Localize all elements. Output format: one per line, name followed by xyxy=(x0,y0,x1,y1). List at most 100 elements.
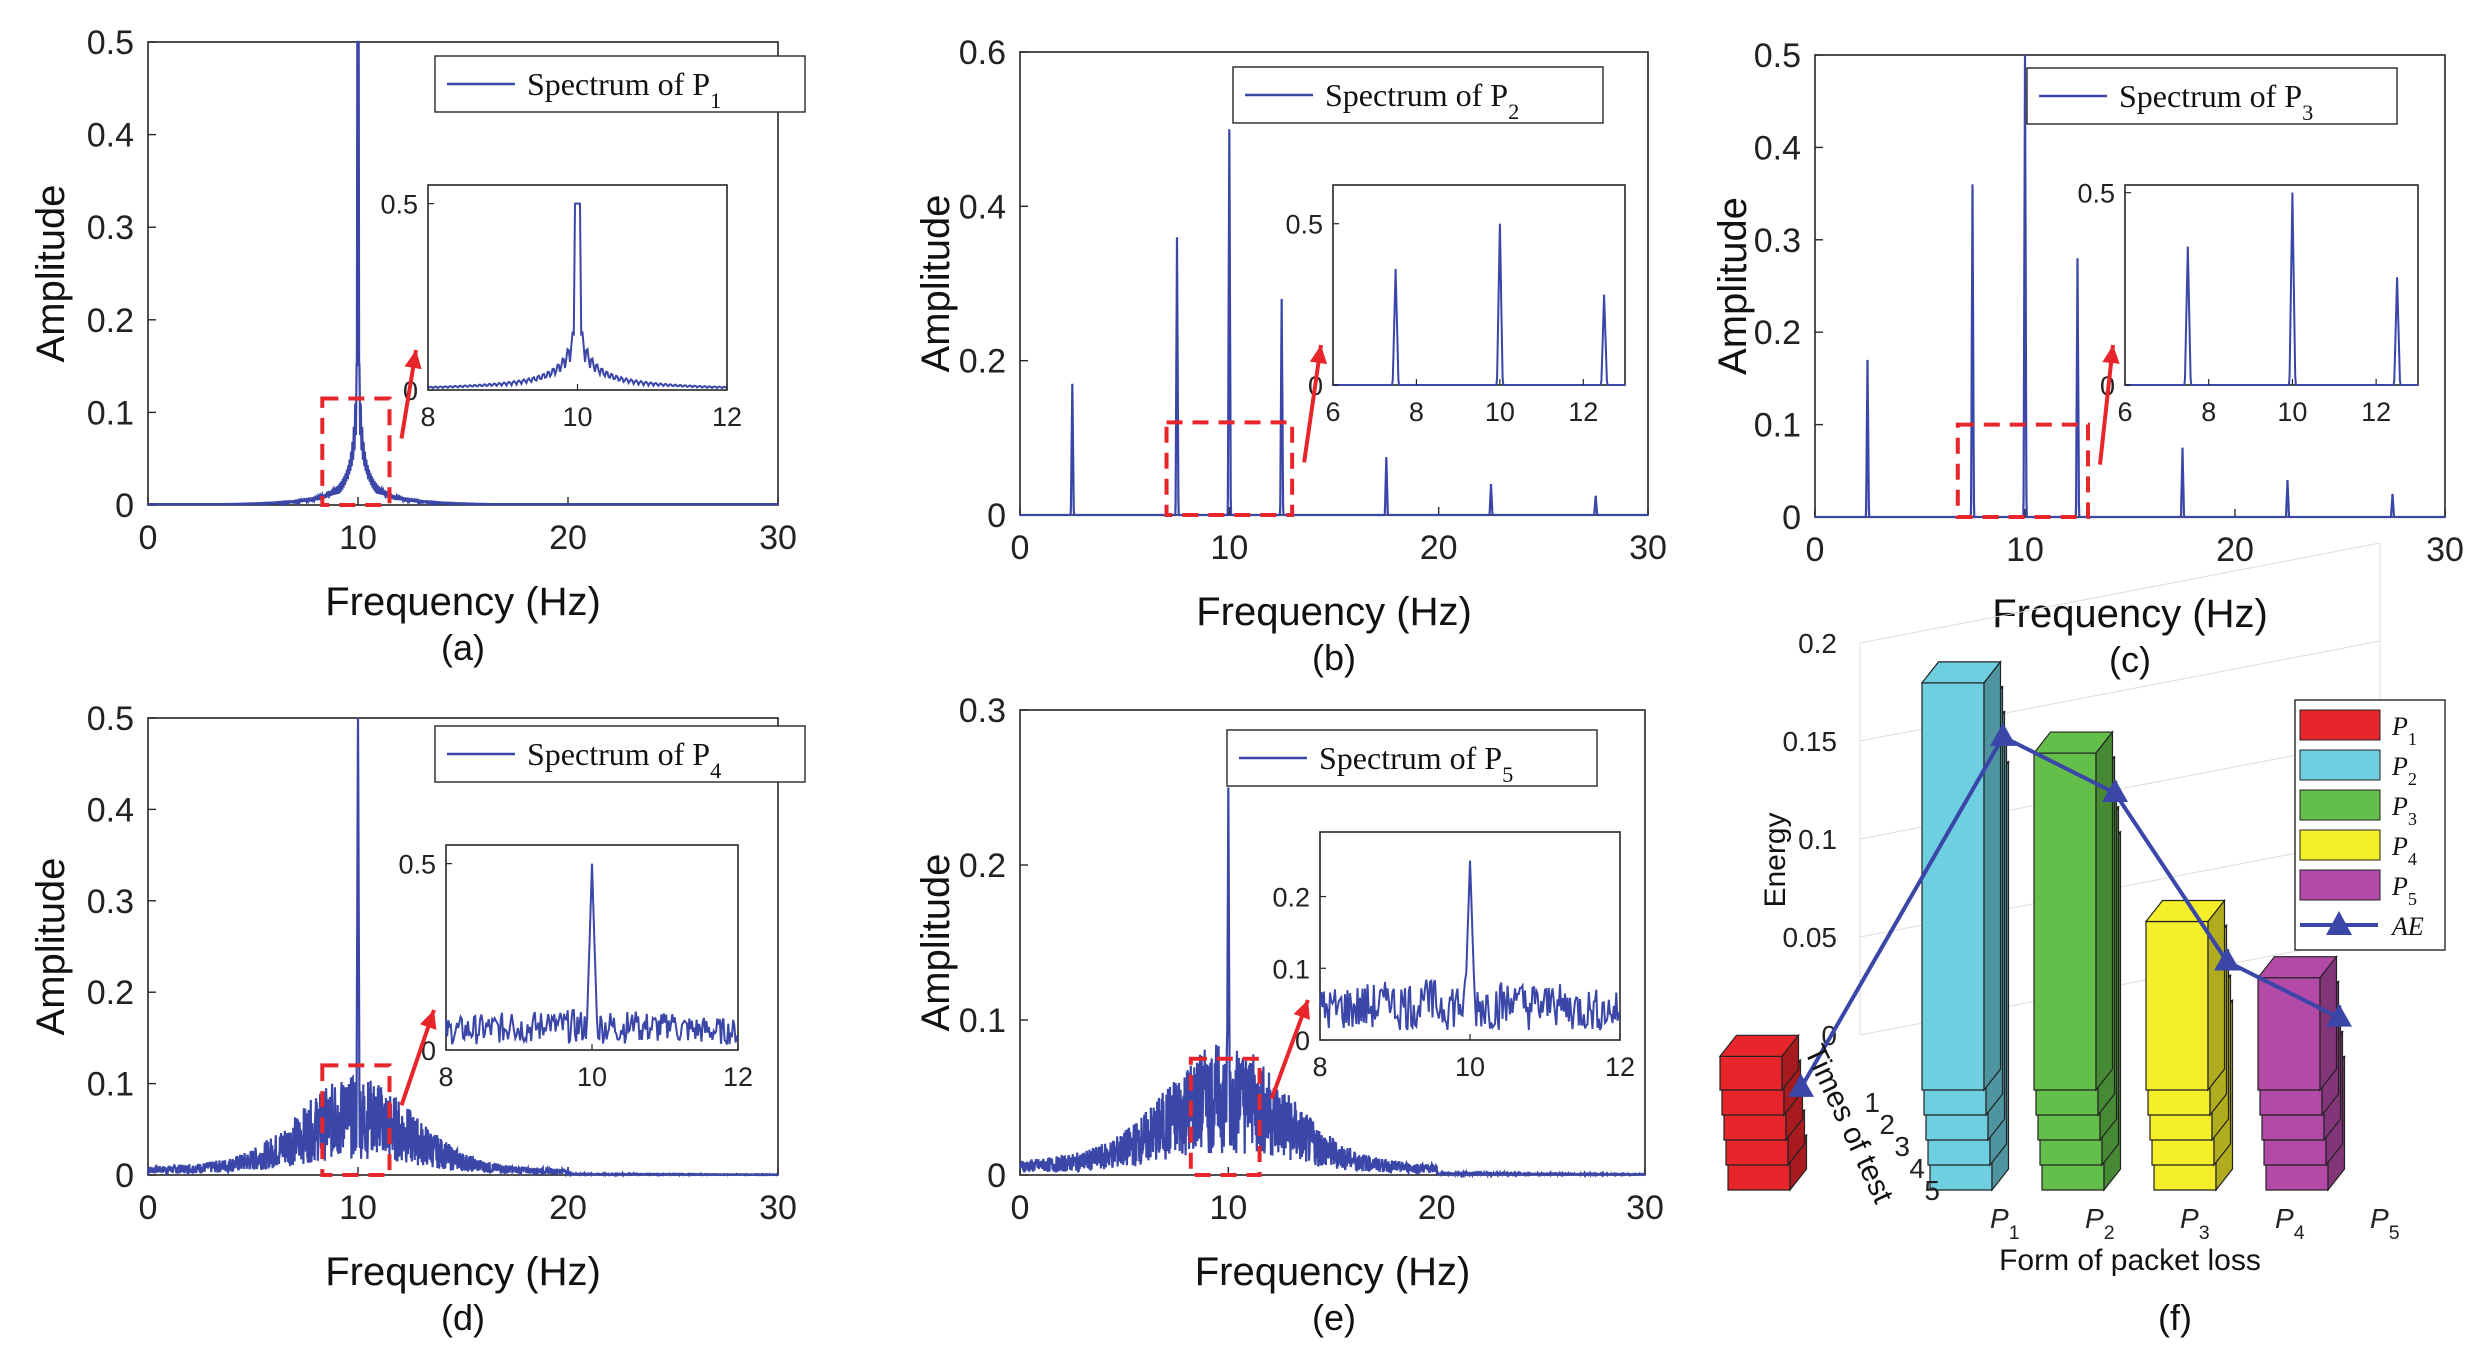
y-tick-label: 0.2 xyxy=(959,343,1006,381)
y-tick-label: 0.3 xyxy=(87,209,134,247)
figure: 010203000.10.20.30.40.58101200.5Spectrum… xyxy=(0,0,2478,1367)
x-tick-label: 0 xyxy=(139,519,158,557)
y-axis-label: Amplitude xyxy=(29,185,73,363)
inset-x-tick-label: 10 xyxy=(1485,397,1515,427)
x-tick-label: 30 xyxy=(759,519,797,557)
y-tick-label: 0.1 xyxy=(1754,407,1801,445)
inset-y-tick-label: 0.5 xyxy=(398,850,436,880)
x-tick-label: 20 xyxy=(2216,531,2254,569)
x-tick-label: 0 xyxy=(1011,1189,1030,1227)
inset-box-c xyxy=(2125,185,2418,385)
x-axis-label: Frequency (Hz) xyxy=(325,580,601,624)
x-tick-label: 30 xyxy=(1626,1189,1664,1227)
inset-y-tick-label: 0.1 xyxy=(1272,954,1310,984)
x-tick-label: 30 xyxy=(2426,531,2464,569)
x-tick-label: 10 xyxy=(1209,1189,1247,1227)
y-tick-label: 0.2 xyxy=(1754,314,1801,352)
category-label-2: P2 xyxy=(2085,1203,2115,1244)
category-label-5: P5 xyxy=(2370,1203,2400,1244)
panel-label: (a) xyxy=(441,627,485,668)
bar-P2-test1 xyxy=(1922,662,2001,1090)
y-axis-label: Amplitude xyxy=(914,195,958,373)
y-tick-label: 0.6 xyxy=(959,34,1006,72)
y-tick-label: 0.4 xyxy=(1754,129,1801,167)
y-tick-label: 0.3 xyxy=(87,883,134,921)
y-tick-label: 0.3 xyxy=(959,692,1006,730)
test-tick-label: 3 xyxy=(1894,1131,1910,1162)
inset-x-tick-label: 10 xyxy=(577,1062,607,1092)
inset-x-tick-label: 12 xyxy=(1568,397,1598,427)
inset-x-tick-label: 10 xyxy=(2277,397,2307,427)
bar-P1-test1 xyxy=(1720,1035,1799,1090)
bar-side xyxy=(2208,901,2225,1090)
x-axis-label: Frequency (Hz) xyxy=(1992,592,2268,636)
y-tick-label: 0.2 xyxy=(87,302,134,340)
inset-x-tick-label: 12 xyxy=(723,1062,753,1092)
panel-label: (b) xyxy=(1312,637,1356,678)
inset-x-tick-label: 8 xyxy=(1312,1052,1327,1082)
bar-front xyxy=(2146,922,2208,1090)
legend-swatch-P3 xyxy=(2300,790,2380,820)
inset-x-tick-label: 8 xyxy=(1409,397,1424,427)
category-label-1: P1 xyxy=(1990,1203,2020,1244)
x-tick-label: 10 xyxy=(2006,531,2044,569)
y-tick-label: 0 xyxy=(987,497,1006,535)
legend-swatch-P4 xyxy=(2300,830,2380,860)
x-axis-label: Frequency (Hz) xyxy=(325,1250,601,1294)
y-tick-label: 0.2 xyxy=(959,847,1006,885)
x-tick-label: 0 xyxy=(1011,529,1030,567)
inset-x-tick-label: 12 xyxy=(1605,1052,1635,1082)
test-tick-label: 4 xyxy=(1909,1153,1925,1184)
y-axis-label: Amplitude xyxy=(29,858,73,1036)
legend-swatch-P5 xyxy=(2300,870,2380,900)
test-tick-label: 2 xyxy=(1879,1109,1895,1140)
inset-x-tick-label: 8 xyxy=(438,1062,453,1092)
y-tick-label: 0 xyxy=(115,1157,134,1195)
y-tick-label: 0.1 xyxy=(87,394,134,432)
inset-y-tick-label: 0.5 xyxy=(380,190,418,220)
test-tick-label: 5 xyxy=(1924,1175,1940,1206)
inset-x-tick-label: 8 xyxy=(2201,397,2216,427)
z-tick-label: 0.15 xyxy=(1783,726,1838,757)
panel-c: 010203000.10.20.30.40.568101200.5Spectru… xyxy=(1711,37,2464,680)
panel-label: (e) xyxy=(1312,1297,1356,1338)
inset-x-tick-label: 8 xyxy=(420,402,435,432)
y-tick-label: 0 xyxy=(1782,499,1801,537)
legend-swatch-P1 xyxy=(2300,710,2380,740)
inset-x-tick-label: 10 xyxy=(1455,1052,1485,1082)
inset-y-tick-label: 0.5 xyxy=(1285,210,1323,240)
bar-P5-test1 xyxy=(2258,957,2337,1090)
inset-y-tick-label: 0.2 xyxy=(1272,883,1310,913)
inset-x-tick-label: 10 xyxy=(562,402,592,432)
panel-label: (c) xyxy=(2109,639,2151,680)
x-tick-label: 30 xyxy=(1629,529,1667,567)
panel-e: 0 10 20 30 0 0.1 0.2 0.3 8 10 12 0 0.1 0.2 Spectrum of… xyxy=(914,692,1664,1338)
inset-x-tick-label: 12 xyxy=(712,402,742,432)
inset-box-b xyxy=(1333,185,1625,385)
z-tick-label: 0.1 xyxy=(1798,824,1837,855)
y-tick-label: 0.4 xyxy=(87,117,134,155)
x-axis-label: Frequency (Hz) xyxy=(1196,590,1472,634)
panel-label: (d) xyxy=(441,1297,485,1338)
inset-y-tick-label: 0.5 xyxy=(2077,179,2115,209)
y-tick-label: 0.1 xyxy=(959,1002,1006,1040)
x-tick-label: 10 xyxy=(339,1189,377,1227)
z-tick-label: 0.2 xyxy=(1798,628,1837,659)
y-tick-label: 0.5 xyxy=(87,700,134,738)
bar-front xyxy=(2034,753,2096,1090)
bar-front xyxy=(1922,683,1984,1090)
x-tick-label: 30 xyxy=(759,1189,797,1227)
y-tick-label: 0.3 xyxy=(1754,222,1801,260)
inset-x-tick-label: 12 xyxy=(2361,397,2391,427)
x-axis-label: Frequency (Hz) xyxy=(1195,1250,1471,1294)
y-tick-label: 0.4 xyxy=(87,791,134,829)
x-axis-label-f: Form of packet loss xyxy=(1999,1244,2261,1277)
y-tick-label: 0.2 xyxy=(87,974,134,1012)
category-label-4: P4 xyxy=(2275,1203,2305,1244)
inset-x-tick-label: 6 xyxy=(2117,397,2132,427)
x-tick-label: 20 xyxy=(549,1189,587,1227)
y-tick-label: 0.5 xyxy=(87,24,134,62)
